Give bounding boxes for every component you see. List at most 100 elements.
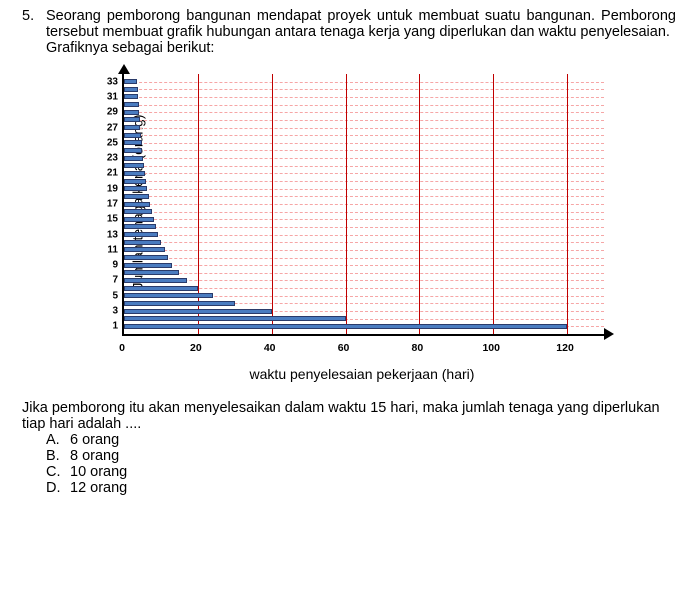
question-text: Seorang pemborong bangunan mendapat proy… (46, 8, 676, 40)
gridline-horizontal (124, 173, 604, 174)
followup-text: Jika pemborong itu akan menyelesaikan da… (22, 400, 676, 432)
y-tick-label: 17 (107, 199, 118, 210)
gridline-vertical (272, 74, 273, 334)
bar (124, 309, 272, 314)
gridline-vertical (567, 74, 568, 334)
bar (124, 163, 144, 168)
bar (124, 293, 213, 298)
x-tick-label: 40 (264, 342, 276, 354)
bar (124, 255, 168, 260)
x-tick-label: 120 (556, 342, 574, 354)
gridline-horizontal (124, 265, 604, 266)
y-tick-label: 27 (107, 122, 118, 133)
bar (124, 286, 198, 291)
option-row: C.10 orang (46, 464, 676, 480)
option-letter: C. (46, 464, 70, 480)
gridline-horizontal (124, 196, 604, 197)
gridline-horizontal (124, 227, 604, 228)
y-tick-label: 25 (107, 137, 118, 148)
option-text: 12 orang (70, 480, 127, 496)
gridline-horizontal (124, 105, 604, 106)
bar (124, 270, 179, 275)
gridline-horizontal (124, 242, 604, 243)
y-tick-label: 31 (107, 91, 118, 102)
bar (124, 125, 140, 130)
gridline-horizontal (124, 212, 604, 213)
bar (124, 171, 145, 176)
option-letter: B. (46, 448, 70, 464)
bar (124, 301, 235, 306)
x-tick-label: 20 (190, 342, 202, 354)
options-block: A.6 orangB.8 orangC.10 orangD.12 orang (46, 432, 676, 496)
option-row: D.12 orang (46, 480, 676, 496)
axis-arrow-up-icon (118, 64, 130, 74)
x-axis-labels: 0 20 40 60 80 100 120 (122, 342, 602, 360)
gridline-horizontal (124, 158, 604, 159)
bar (124, 87, 138, 92)
option-row: B.8 orang (46, 448, 676, 464)
chart-plot-area (122, 74, 604, 336)
bar (124, 247, 165, 252)
option-letter: A. (46, 432, 70, 448)
gridline-vertical (493, 74, 494, 334)
y-tick-label: 9 (112, 260, 118, 271)
gridline-horizontal (124, 150, 604, 151)
bar (124, 316, 346, 321)
bar (124, 263, 172, 268)
option-text: 6 orang (70, 432, 119, 448)
gridline-vertical (346, 74, 347, 334)
gridline-horizontal (124, 120, 604, 121)
gridline-vertical (419, 74, 420, 334)
bar (124, 240, 161, 245)
bar (124, 209, 152, 214)
y-tick-label: 29 (107, 107, 118, 118)
gridline-horizontal (124, 135, 604, 136)
chart: Jumlah tenaga kerja (orang) 135791113151… (62, 74, 652, 394)
y-tick-label: 3 (112, 306, 118, 317)
y-tick-label: 13 (107, 229, 118, 240)
y-axis-labels: 13579111315171921232527293133 (92, 74, 118, 334)
y-tick-label: 5 (112, 290, 118, 301)
option-text: 10 orang (70, 464, 127, 480)
gridline-horizontal (124, 250, 604, 251)
bar (124, 179, 146, 184)
bar (124, 278, 187, 283)
option-letter: D. (46, 480, 70, 496)
bar (124, 232, 158, 237)
gridline-horizontal (124, 181, 604, 182)
y-tick-label: 7 (112, 275, 118, 286)
gridline-horizontal (124, 280, 604, 281)
x-tick-label: 0 (119, 342, 125, 354)
gridline-horizontal (124, 219, 604, 220)
gridline-horizontal (124, 112, 604, 113)
x-tick-label: 100 (482, 342, 500, 354)
gridline-horizontal (124, 89, 604, 90)
bar (124, 117, 140, 122)
bar (124, 217, 154, 222)
gridline-horizontal (124, 258, 604, 259)
question-number: 5. (22, 8, 46, 24)
gridline-horizontal (124, 128, 604, 129)
gridline-horizontal (124, 235, 604, 236)
gridline-horizontal (124, 273, 604, 274)
bar (124, 94, 138, 99)
gridline-horizontal (124, 82, 604, 83)
bar (124, 79, 137, 84)
bar (124, 202, 150, 207)
y-tick-label: 33 (107, 76, 118, 87)
y-tick-label: 1 (112, 321, 118, 332)
bar (124, 133, 141, 138)
x-tick-label: 60 (338, 342, 350, 354)
gridline-horizontal (124, 97, 604, 98)
x-tick-label: 80 (412, 342, 424, 354)
bar (124, 148, 142, 153)
gridline-horizontal (124, 143, 604, 144)
gridline-horizontal (124, 166, 604, 167)
question-text-block: Seorang pemborong bangunan mendapat proy… (46, 8, 676, 56)
y-tick-label: 21 (107, 168, 118, 179)
y-tick-label: 15 (107, 214, 118, 225)
bar (124, 140, 142, 145)
y-tick-label: 23 (107, 153, 118, 164)
y-tick-label: 19 (107, 183, 118, 194)
question-row: 5. Seorang pemborong bangunan mendapat p… (22, 8, 676, 56)
